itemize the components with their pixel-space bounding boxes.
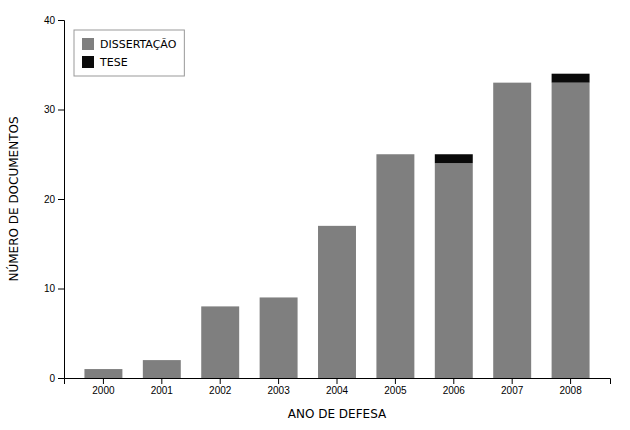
tick-label: 2004	[326, 385, 349, 396]
tick-label: 2002	[209, 385, 232, 396]
tick-mark	[512, 378, 513, 384]
legend-swatch	[82, 56, 94, 68]
bar	[201, 306, 239, 307]
tick-mark	[220, 378, 221, 384]
tick: 2004	[326, 378, 349, 396]
tick: 2003	[267, 378, 290, 396]
bar	[493, 83, 531, 378]
bar	[84, 369, 122, 370]
bar	[201, 306, 239, 378]
series	[435, 74, 590, 164]
bar	[143, 360, 181, 378]
tick: 2002	[209, 378, 232, 396]
tick-label: 2001	[151, 385, 174, 396]
legend: DISSERTAÇÃO TESE	[74, 30, 184, 76]
tick-label: 40	[44, 15, 56, 26]
tick-label: 30	[44, 104, 56, 115]
legend-label: DISSERTAÇÃO	[100, 38, 177, 51]
axis-line	[58, 21, 65, 379]
tick-mark	[58, 378, 64, 379]
tick: 2008	[559, 378, 582, 396]
bars	[84, 74, 589, 378]
tick: 40	[44, 15, 64, 26]
tick-mark	[161, 378, 162, 384]
bar	[552, 83, 590, 378]
tick-mark	[395, 378, 396, 384]
legend-item: TESE	[82, 56, 128, 69]
bar	[84, 369, 122, 378]
bar	[318, 226, 356, 378]
legend-box	[74, 30, 184, 76]
bar	[318, 225, 356, 226]
tick: 2005	[384, 378, 407, 396]
tick-mark	[58, 199, 64, 200]
x-axis-title: ANO DE DEFESA	[288, 407, 387, 421]
tick-label: 2007	[501, 385, 524, 396]
bar	[376, 154, 414, 155]
tick-mark	[337, 378, 338, 384]
tick-label: 0	[49, 373, 55, 384]
axis-line	[65, 379, 611, 385]
tick-mark	[103, 378, 104, 384]
y-axis-title: NÚMERO DE DOCUMENTOS	[6, 116, 21, 281]
bar	[435, 154, 473, 163]
tick-mark	[58, 289, 64, 290]
bar	[143, 360, 181, 361]
legend-item: DISSERTAÇÃO	[82, 38, 177, 51]
plot: 2000 2001 2002 2003 2004 2005 2006 2007 2008 0 10 2…	[44, 15, 611, 396]
bar	[260, 297, 298, 378]
tick-label: 20	[44, 194, 56, 205]
tick-mark	[453, 378, 454, 384]
tick-label: 2008	[559, 385, 582, 396]
legend-label: TESE	[99, 56, 128, 69]
y-axis: 0 10 20 30 40	[44, 15, 65, 384]
tick: 2007	[501, 378, 524, 396]
tick-label: 10	[44, 283, 56, 294]
chart: 2000 2001 2002 2003 2004 2005 2006 2007 2008 0 10 2…	[0, 0, 630, 430]
bar	[493, 82, 531, 83]
tick: 20	[44, 194, 64, 205]
series	[84, 83, 589, 378]
tick-label: 2005	[384, 385, 407, 396]
tick-mark	[58, 110, 64, 111]
x-axis: 2000 2001 2002 2003 2004 2005 2006 2007 2008	[65, 378, 611, 396]
tick: 2000	[92, 378, 115, 396]
bar	[376, 154, 414, 378]
tick: 2006	[443, 378, 466, 396]
tick-label: 2003	[267, 385, 290, 396]
bar	[260, 297, 298, 298]
tick-label: 2000	[92, 385, 115, 396]
tick: 30	[44, 104, 64, 115]
tick: 2001	[151, 378, 174, 396]
tick-label: 2006	[443, 385, 466, 396]
tick: 10	[44, 283, 64, 294]
bar	[435, 163, 473, 378]
legend-swatch	[82, 38, 94, 50]
tick-mark	[278, 378, 279, 384]
tick-mark	[570, 378, 571, 384]
bar	[552, 74, 590, 83]
tick-mark	[58, 20, 64, 21]
tick: 0	[49, 373, 64, 384]
